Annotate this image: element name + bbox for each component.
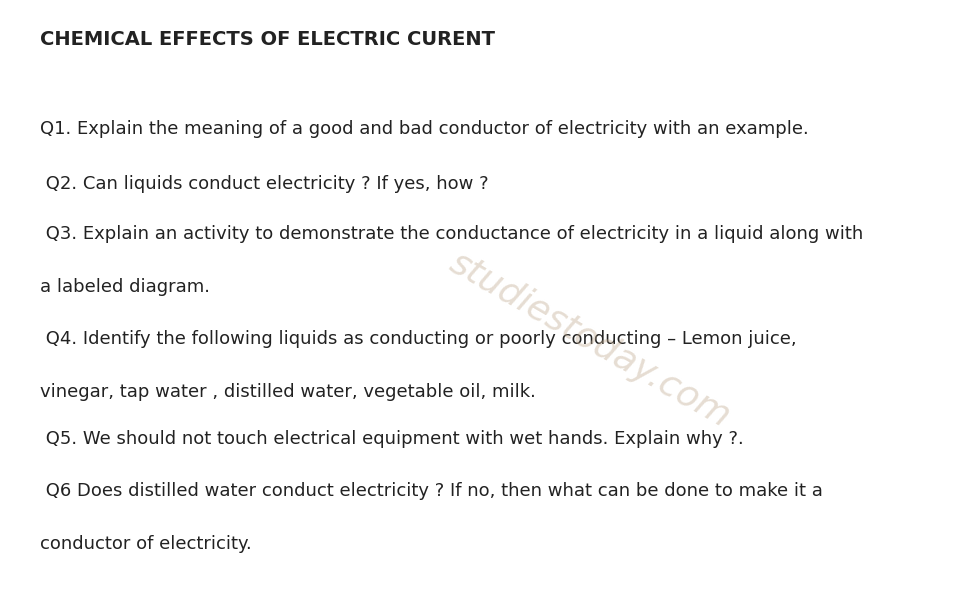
Text: Q3. Explain an activity to demonstrate the conductance of electricity in a liqui: Q3. Explain an activity to demonstrate t… xyxy=(40,225,863,243)
Text: vinegar, tap water , distilled water, vegetable oil, milk.: vinegar, tap water , distilled water, ve… xyxy=(40,383,536,401)
Text: a labeled diagram.: a labeled diagram. xyxy=(40,278,210,296)
Text: conductor of electricity.: conductor of electricity. xyxy=(40,535,252,553)
Text: Q5. We should not touch electrical equipment with wet hands. Explain why ?.: Q5. We should not touch electrical equip… xyxy=(40,430,744,448)
Text: studiestoday.com: studiestoday.com xyxy=(444,245,737,434)
Text: Q6 Does distilled water conduct electricity ? If no, then what can be done to ma: Q6 Does distilled water conduct electric… xyxy=(40,482,823,500)
Text: Q1. Explain the meaning of a good and bad conductor of electricity with an examp: Q1. Explain the meaning of a good and ba… xyxy=(40,120,808,138)
Text: Q4. Identify the following liquids as conducting or poorly conducting – Lemon ju: Q4. Identify the following liquids as co… xyxy=(40,330,797,348)
Text: CHEMICAL EFFECTS OF ELECTRIC CURENT: CHEMICAL EFFECTS OF ELECTRIC CURENT xyxy=(40,30,495,49)
Text: Q2. Can liquids conduct electricity ? If yes, how ?: Q2. Can liquids conduct electricity ? If… xyxy=(40,175,489,193)
